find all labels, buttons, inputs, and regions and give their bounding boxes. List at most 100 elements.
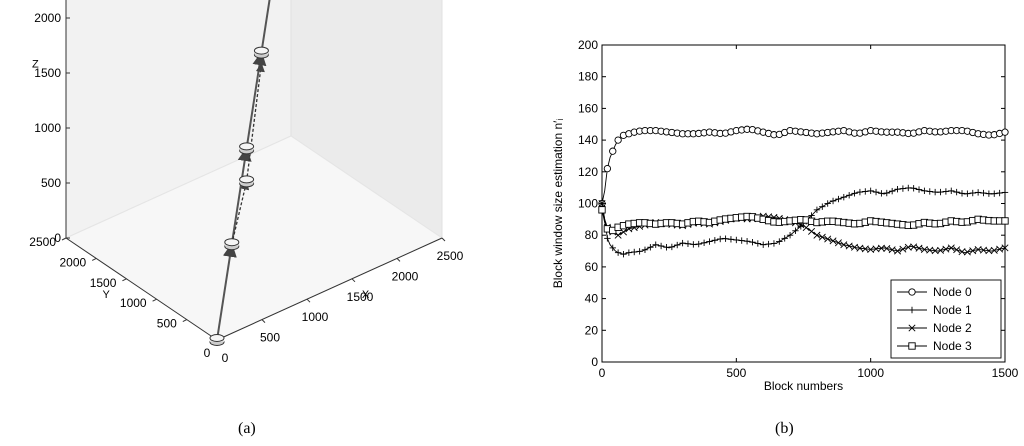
marker-x-b	[883, 244, 891, 253]
y-tick-label: 40	[585, 292, 599, 306]
node-disk-icon	[209, 334, 225, 346]
x-axis-label: X	[362, 289, 370, 301]
marker-square	[1001, 217, 1009, 225]
node-disk-icon	[239, 175, 255, 188]
marker-x-b	[1001, 244, 1009, 252]
x-tick-label: 1500	[347, 290, 374, 304]
x-tick-label: 0	[599, 366, 606, 380]
marker-x-b	[802, 224, 810, 232]
series-node-0	[598, 125, 1009, 208]
marker-x-b	[937, 246, 945, 254]
z-tick-label: 0	[54, 231, 61, 245]
legend: Node 0 Node 1 Node 2 Node 3	[890, 279, 1002, 359]
marker-x-b	[931, 247, 939, 255]
legend-entry: Node 2	[897, 321, 972, 335]
y-axis-label: Y	[102, 289, 110, 301]
marker-x-b	[947, 244, 955, 252]
node-disk-top	[239, 175, 255, 184]
node-disk-top	[209, 334, 225, 342]
x-tick-label: 2000	[392, 269, 419, 283]
panel-label-b: (b)	[775, 420, 794, 437]
marker-x-b	[969, 247, 977, 255]
legend-entry: Node 1	[897, 303, 972, 317]
marker-x-b	[942, 245, 950, 253]
x-tick-label: 1000	[302, 310, 329, 324]
marker-x-b	[877, 244, 885, 252]
node-disk-top	[224, 238, 240, 247]
y-tick-label: 20	[585, 323, 599, 337]
y-tick-label: 500	[157, 317, 177, 331]
marker-circle	[908, 288, 916, 296]
marker-x-b	[808, 227, 816, 235]
y-tick-label: 200	[578, 38, 598, 52]
y-tick-label: 120	[578, 165, 598, 179]
x-tick-label: 0	[222, 351, 229, 365]
z-tick-label: 2000	[34, 11, 61, 25]
marker-x-b	[904, 243, 912, 251]
z-tick-label: 500	[41, 176, 61, 190]
z-tick-label: 1000	[34, 121, 61, 135]
marker-x-b	[872, 245, 880, 253]
y-tick-mark	[91, 257, 97, 261]
marker-x-b	[899, 245, 907, 253]
y-tick-label: 2500	[29, 235, 56, 249]
y-tick-label: 100	[578, 197, 598, 211]
marker-x-b	[908, 324, 916, 332]
y-tick-label: 0	[591, 355, 598, 369]
marker-x-b	[910, 243, 918, 251]
series-node-3	[598, 206, 1009, 235]
legend-label: Node 0	[933, 285, 972, 299]
legend-label: Node 3	[933, 339, 972, 353]
marker-x-b	[818, 233, 826, 241]
y-tick-mark	[122, 278, 127, 282]
z-tick-label: 1500	[34, 66, 61, 80]
legend-label: Node 1	[933, 303, 972, 317]
y-tick-label: 60	[585, 260, 599, 274]
x-axis-label: Block numbers	[764, 379, 843, 393]
marker-x-b	[813, 231, 821, 239]
marker-circle	[603, 164, 612, 173]
y-tick-mark	[182, 319, 188, 323]
y-tick-label: 1000	[120, 296, 147, 310]
marker-x-b	[834, 239, 842, 247]
chart-3d-trajectory: 0500100015002000250050010001500200025000…	[29, 0, 464, 365]
trajectory-segment	[231, 180, 250, 245]
marker-x-b	[958, 248, 966, 256]
y-tick-mark	[61, 237, 67, 241]
marker-x-b	[996, 245, 1004, 253]
marker-circle	[609, 147, 617, 155]
node-disk-top	[239, 142, 255, 151]
z-axis-label: Z	[32, 59, 39, 71]
y-tick-label: 160	[578, 101, 598, 115]
node-disk-top	[253, 46, 269, 55]
node-disk-icon	[253, 46, 269, 59]
marker-x-b	[824, 235, 832, 243]
trajectory-segment	[260, 0, 271, 53]
x-tick-mark	[441, 237, 446, 242]
legend-entry: Node 3	[897, 339, 972, 353]
marker-x-b	[915, 244, 923, 252]
y-tick-label: 1500	[90, 276, 117, 290]
marker-x-b	[985, 247, 993, 255]
marker-square	[908, 342, 916, 350]
node-disk-icon	[224, 238, 240, 251]
y-tick-label-origin: 0	[204, 346, 211, 360]
marker-circle	[1001, 128, 1009, 136]
node-disk-icon	[239, 142, 255, 155]
x-tick-mark	[396, 258, 401, 262]
x-tick-label: 1500	[992, 366, 1019, 380]
marker-square	[598, 206, 606, 214]
marker-x-b	[953, 246, 961, 254]
marker-x-b	[614, 231, 622, 239]
marker-x-b	[888, 246, 896, 254]
x-tick-mark	[306, 298, 311, 303]
y-tick-label: 180	[578, 70, 598, 84]
chart-window-estimation: 0 20 40 60 80 100 120 140 160 180 200 0 500 1000 1500 B…	[551, 38, 1019, 393]
panel-label-a: (a)	[238, 420, 256, 437]
y-tick-mark	[152, 298, 157, 302]
y-tick-label: 2000	[59, 255, 86, 269]
x-tick-mark	[261, 319, 266, 323]
x-tick-mark	[351, 278, 356, 283]
marker-x-b	[867, 245, 875, 253]
marker-x-b	[829, 237, 837, 245]
